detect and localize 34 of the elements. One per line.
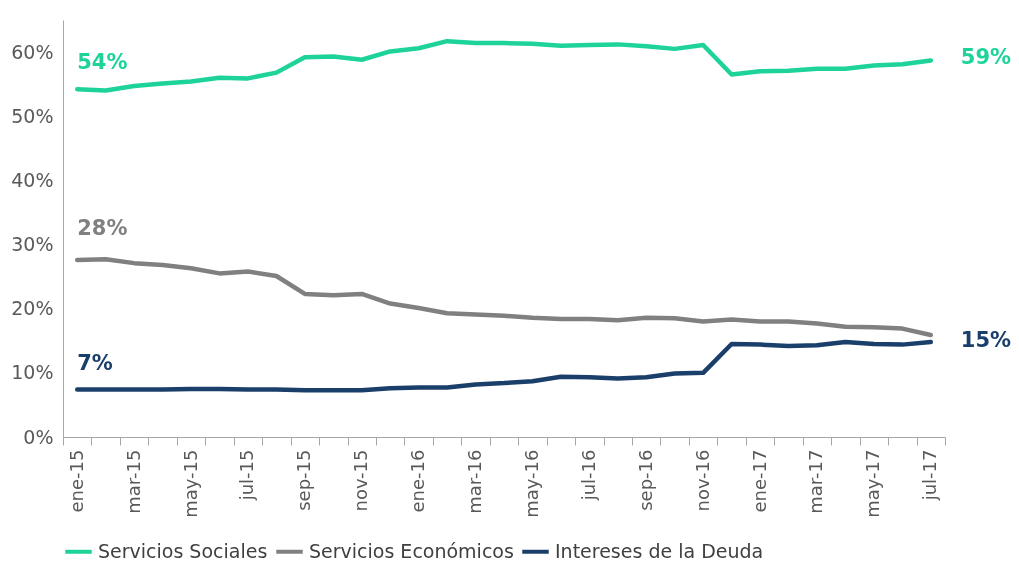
legend-label: Servicios Sociales [98,539,268,562]
y-tick-label: 20% [11,297,54,320]
annotation: 28% [77,216,128,241]
legend-label: Servicios Económicos [309,539,514,562]
x-tick-label: mar-15 [122,449,144,514]
annotation: 54% [77,49,128,74]
line-series [74,339,934,393]
y-tick-label: 50% [11,104,54,127]
y-tick-label: 0% [23,425,54,448]
y-tick-label: 10% [11,361,54,384]
x-tick-label: jul-16 [577,449,599,502]
x-tick-label: jul-17 [919,449,941,502]
y-tick-label: 40% [11,168,54,191]
x-tick-label: sep-15 [293,449,315,511]
x-tick-label: ene-16 [407,449,429,513]
x-tick-label: nov-16 [691,449,713,512]
x-tick-label: mar-17 [805,449,827,514]
legend-label: Intereses de la Deuda [555,539,764,562]
annotation: 59% [960,45,1012,70]
x-tick-label: nov-15 [350,449,372,512]
line-series [74,257,934,338]
y-tick-label: 60% [11,40,54,63]
x-tick-label: ene-15 [65,449,87,513]
x-tick-label: ene-17 [748,449,770,513]
y-tick-label: 30% [11,233,54,256]
x-tick-label: may-16 [520,449,542,518]
line-series [74,38,934,93]
x-tick-label: may-17 [862,449,884,518]
x-tick-label: sep-16 [634,449,656,511]
annotation: 15% [960,327,1012,352]
x-tick-label: may-15 [179,449,201,518]
annotation: 7% [77,351,113,376]
x-tick-label: jul-15 [236,449,258,502]
x-tick-label: mar-16 [464,449,486,514]
